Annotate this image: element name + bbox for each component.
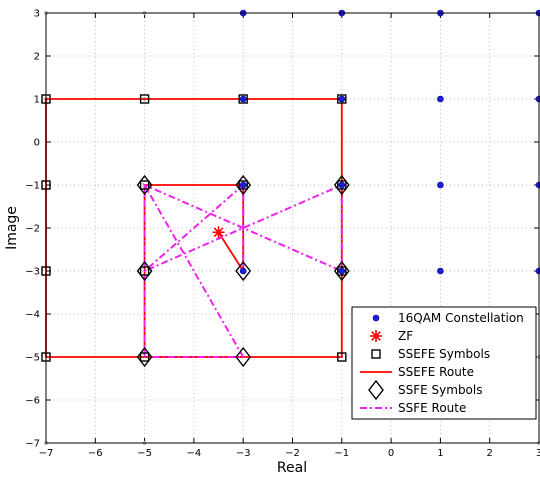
x-tick-label: 0 bbox=[388, 448, 394, 459]
ssfe-symbol bbox=[333, 174, 350, 196]
ssfe-symbol bbox=[136, 260, 153, 282]
markers bbox=[41, 9, 540, 368]
y-tick-label: −2 bbox=[25, 224, 40, 235]
y-tick-label: 1 bbox=[34, 95, 40, 106]
y-tick-label: −3 bbox=[25, 267, 40, 278]
constellation-point bbox=[437, 267, 444, 275]
y-tick-label: −4 bbox=[25, 310, 40, 321]
y-axis-label: Image bbox=[4, 206, 20, 250]
constellation-point bbox=[338, 95, 346, 103]
ssfe-symbol bbox=[235, 346, 252, 368]
y-tick-label: −6 bbox=[25, 396, 40, 407]
y-tick-label: 2 bbox=[34, 52, 40, 63]
legend-marker-ssefe-symbol bbox=[371, 349, 381, 359]
ssefe-symbol bbox=[337, 352, 347, 362]
ssefe-symbol bbox=[139, 266, 150, 276]
x-tick-label: −6 bbox=[88, 448, 103, 459]
legend: 16QAM Constellation ZF SSEFE Symbols SSEFE … bbox=[351, 306, 537, 420]
ssefe-route-line bbox=[143, 184, 245, 358]
legend-label: SSFE Symbols bbox=[398, 383, 483, 397]
y-tick-label: −5 bbox=[25, 353, 40, 364]
constellation-point bbox=[239, 95, 247, 103]
ssefe-symbol bbox=[337, 266, 347, 276]
y-tick-label: −1 bbox=[25, 181, 40, 192]
y-tick-label: −7 bbox=[25, 439, 40, 450]
ssefe-symbol bbox=[337, 180, 347, 190]
x-tick-label: −2 bbox=[285, 448, 300, 459]
ssefe-symbol bbox=[139, 94, 150, 104]
asterisk-stroke bbox=[371, 331, 381, 341]
ssefe-symbol bbox=[337, 94, 347, 104]
constellation-point bbox=[437, 181, 444, 189]
legend-label: SSFE Route bbox=[398, 401, 466, 415]
ssefe-symbol bbox=[238, 94, 248, 104]
constellation-point bbox=[437, 95, 444, 103]
ssfe-symbol bbox=[333, 260, 350, 282]
legend-marker-zf-point bbox=[370, 330, 382, 342]
x-tick-label: −3 bbox=[236, 448, 251, 459]
constellation-point bbox=[239, 181, 247, 189]
zf-point bbox=[212, 226, 225, 239]
ssefe-symbol bbox=[139, 352, 150, 362]
ssefe-symbol bbox=[238, 180, 248, 190]
ssfe-symbol bbox=[235, 260, 252, 282]
ssfe-symbol bbox=[136, 174, 153, 196]
legend-marker-ssfe-symbol bbox=[368, 379, 384, 401]
legend-box bbox=[351, 306, 537, 420]
constellation-point bbox=[338, 181, 346, 189]
x-tick-label: −7 bbox=[39, 448, 54, 459]
x-tick-label: 1 bbox=[437, 448, 443, 459]
constellation-point bbox=[239, 267, 247, 275]
legend-label: ZF bbox=[398, 329, 413, 343]
ssfe-symbol bbox=[136, 346, 153, 368]
x-tick-label: 3 bbox=[536, 448, 540, 459]
plot-frame bbox=[45, 12, 540, 444]
x-tick-label: −5 bbox=[137, 448, 152, 459]
y-tick-label: 3 bbox=[34, 9, 40, 20]
x-tick-label: −4 bbox=[187, 448, 202, 459]
asterisk-stroke bbox=[213, 227, 224, 238]
x-tick-label: −1 bbox=[334, 448, 349, 459]
ssefe-symbol bbox=[139, 180, 150, 190]
x-axis-label: Real bbox=[277, 460, 307, 476]
constellation-point bbox=[338, 267, 346, 275]
ssfe-symbol bbox=[235, 174, 252, 196]
legend-label: SSEFE Route bbox=[398, 365, 474, 379]
x-tick-label: 2 bbox=[487, 448, 493, 459]
ssfe-route-line bbox=[142, 182, 343, 358]
legend-label: SSEFE Symbols bbox=[398, 347, 490, 361]
legend-marker-constellation-point bbox=[372, 314, 380, 322]
y-tick-label: 0 bbox=[34, 138, 40, 149]
legend-label: 16QAM Constellation bbox=[398, 311, 524, 325]
